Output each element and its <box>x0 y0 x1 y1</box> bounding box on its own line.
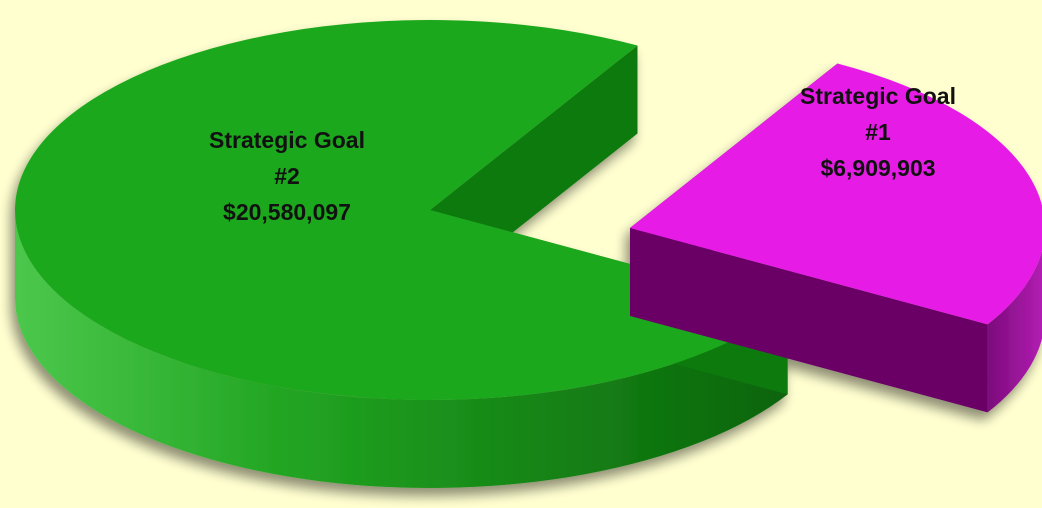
slice-1-rim <box>987 250 1042 413</box>
slice-1-label: Strategic Goal #1 $6,909,903 <box>800 83 956 181</box>
slice-1-label-line: #1 <box>865 119 891 145</box>
slice-2-rim <box>15 210 788 489</box>
slice-2-label-line: $20,580,097 <box>223 199 351 225</box>
slice-1-wall-2 <box>630 228 988 413</box>
slice-1-top <box>630 63 1042 325</box>
slice-1 <box>630 63 1042 413</box>
slice-2 <box>15 19 788 489</box>
slice-2-label: Strategic Goal #2 $20,580,097 <box>209 127 365 225</box>
slice-2-label-line: Strategic Goal <box>209 127 365 153</box>
slice-1-label-line: $6,909,903 <box>820 155 935 181</box>
slice-2-top <box>15 19 788 400</box>
slice-2-label-line: #2 <box>274 163 300 189</box>
slice-1-label-line: Strategic Goal <box>800 83 956 109</box>
pie-layer <box>15 19 1042 489</box>
